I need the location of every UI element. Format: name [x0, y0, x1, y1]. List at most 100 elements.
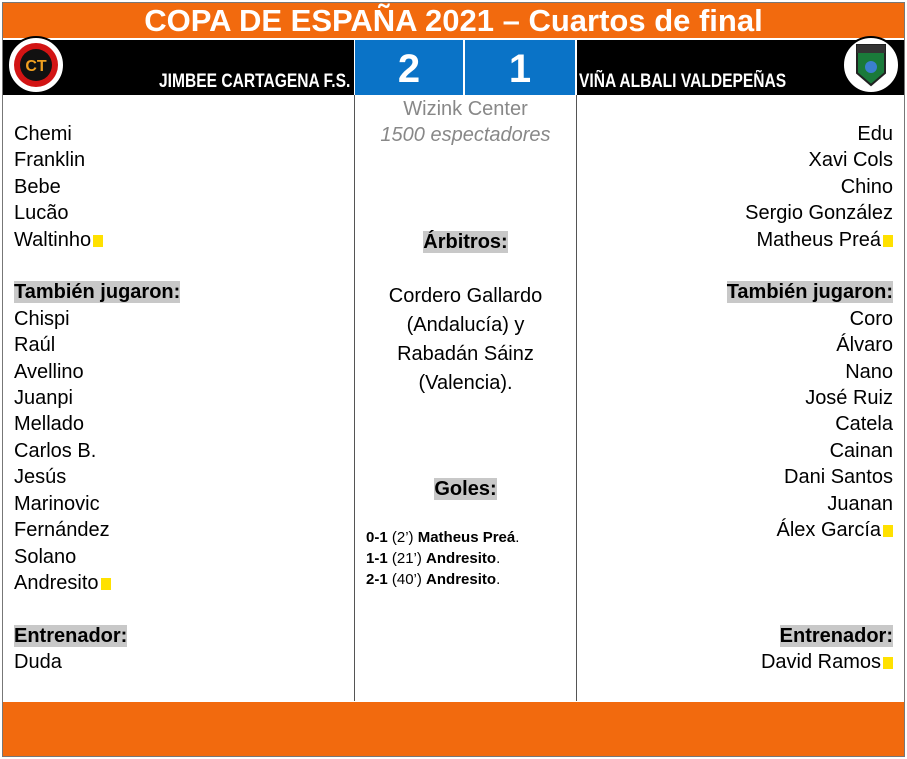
coach-heading: Entrenador: — [14, 624, 128, 647]
yellow-card-icon — [883, 657, 893, 670]
player-row: Andresito — [14, 570, 344, 596]
subs-heading-row: También jugaron: — [586, 279, 893, 305]
player-row: Juanan — [586, 491, 893, 517]
player-name: Xavi Cols — [808, 149, 893, 172]
player-name: Andresito — [14, 571, 99, 594]
player-row: Fernández — [14, 517, 344, 543]
player-row: Dani Santos — [586, 464, 893, 490]
venue: Wizink Center — [403, 98, 528, 120]
goal-row: 0-1 (2’) Matheus Preá. — [366, 529, 520, 546]
goal-scorer: Andresito — [426, 571, 497, 588]
subs-heading: También jugaron: — [14, 281, 181, 304]
away-team-logo — [842, 36, 900, 94]
goal-score: 2-1 — [366, 571, 388, 588]
player-row: Mellado — [14, 411, 344, 437]
page-title: COPA DE ESPAÑA 2021 – Cuartos de final — [2, 2, 905, 38]
player-row: Jesús — [14, 464, 344, 490]
yellow-card-icon — [883, 525, 893, 538]
home-team-name: JIMBEE CARTAGENA F.S. — [158, 71, 350, 92]
home-lineup: Chemi Franklin Bebe Lucão Waltinho También j… — [14, 121, 344, 676]
player-row: Lucão — [14, 200, 344, 226]
goal-score: 1-1 — [366, 550, 388, 567]
player-name: Marinovic — [14, 492, 100, 515]
player-name: Carlos B. — [14, 439, 97, 462]
away-lineup: Edu Xavi Cols Chino Sergio González Matheus … — [586, 121, 893, 676]
spacer — [586, 253, 893, 279]
spacer — [14, 596, 344, 622]
footer-bar — [2, 702, 905, 757]
spacer — [586, 596, 893, 622]
player-row: Cainan — [586, 438, 893, 464]
goal-score: 0-1 — [366, 529, 388, 546]
player-row: Coro — [586, 306, 893, 332]
player-name: Solano — [14, 545, 77, 568]
coach-heading-row: Entrenador: — [14, 623, 344, 649]
player-name: David Ramos — [760, 651, 881, 674]
goals-section: Goles: — [356, 476, 575, 502]
player-name: Edu — [857, 123, 893, 145]
yellow-card-icon — [93, 234, 104, 247]
player-name: Chino — [840, 175, 893, 198]
player-row: José Ruiz — [586, 385, 893, 411]
player-name: Nano — [845, 360, 893, 383]
player-name: Fernández — [14, 519, 110, 542]
player-name: Matheus Preá — [756, 228, 881, 251]
player-name: Álex García — [776, 519, 881, 542]
player-row: Catela — [586, 411, 893, 437]
away-team-name: VIÑA ALBALI VALDEPEÑAS — [579, 71, 787, 92]
column-divider — [576, 95, 577, 701]
player-row: Duda — [14, 649, 344, 675]
player-name: Waltinho — [14, 228, 92, 251]
player-name: Catela — [835, 413, 893, 436]
player-row: Waltinho — [14, 227, 344, 253]
player-row: Franklin — [14, 147, 344, 173]
player-row: Sergio González — [586, 200, 893, 226]
player-row: Juanpi — [14, 385, 344, 411]
player-row: Nano — [586, 359, 893, 385]
goal-scorer: Andresito — [426, 550, 497, 567]
player-row: Carlos B. — [14, 438, 344, 464]
player-row: Chemi — [14, 121, 344, 147]
player-row: Álex García — [586, 517, 893, 543]
player-name: Jesús — [14, 466, 67, 489]
player-name: Lucão — [14, 202, 69, 225]
player-row: Marinovic — [14, 491, 344, 517]
home-score: 2 — [355, 40, 463, 95]
player-row: Chispi — [14, 306, 344, 332]
player-name: Álvaro — [836, 334, 893, 357]
goal-minute: (40’) — [391, 571, 422, 588]
goal-minute: (21’) — [391, 550, 422, 567]
player-name: Sergio González — [745, 202, 893, 225]
coach-heading: Entrenador: — [779, 624, 893, 647]
attendance: 1500 espectadores — [380, 124, 551, 147]
referees-heading: Árbitros: — [423, 231, 508, 253]
match-info: Wizink Center 1500 espectadores — [356, 96, 575, 149]
player-row: David Ramos — [586, 649, 893, 675]
player-row: Raúl — [14, 332, 344, 358]
player-name: Juanan — [827, 492, 893, 515]
player-name: Juanpi — [14, 387, 73, 410]
subs-heading-row: También jugaron: — [14, 279, 344, 305]
player-row: Avellino — [14, 359, 344, 385]
goal-minute: (2’) — [391, 529, 414, 546]
player-name: Raúl — [14, 334, 56, 357]
referees-section: Árbitros: Cordero Gallardo (Andalucía) y… — [356, 229, 575, 398]
player-name: Bebe — [14, 175, 61, 198]
goal-row: 1-1 (21’) Andresito. — [366, 550, 501, 567]
player-name: Coro — [849, 307, 893, 330]
spacer — [14, 253, 344, 279]
goal-row: 2-1 (40’) Andresito. — [366, 571, 501, 588]
player-row: Matheus Preá — [586, 227, 893, 253]
yellow-card-icon — [883, 234, 893, 247]
player-name: Avellino — [14, 360, 84, 383]
subs-heading: También jugaron: — [726, 281, 893, 304]
home-team-logo: CT — [7, 36, 65, 94]
player-name: José Ruiz — [805, 387, 893, 410]
player-row: Solano — [14, 544, 344, 570]
svg-text:CT: CT — [25, 58, 47, 75]
away-score: 1 — [465, 40, 575, 95]
player-name: Mellado — [14, 413, 85, 436]
goals-heading: Goles: — [434, 478, 497, 500]
spacer — [586, 544, 893, 570]
player-name: Cainan — [829, 439, 893, 462]
